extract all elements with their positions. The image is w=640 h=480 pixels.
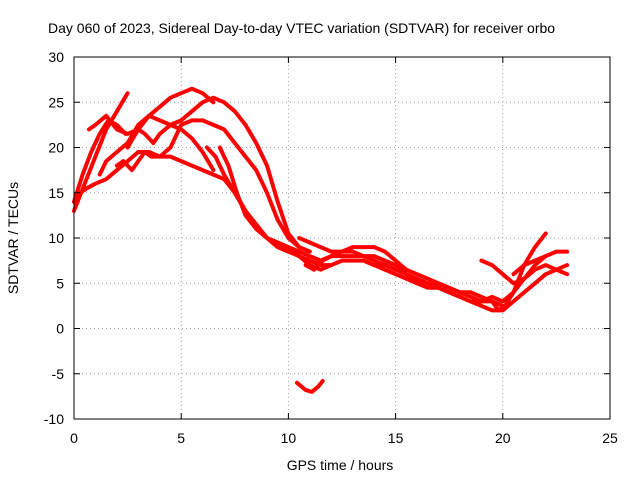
series-line-track-4 — [97, 95, 312, 254]
y-tick-label: 15 — [48, 185, 64, 201]
series-line-track-16 — [295, 379, 325, 394]
series-line-track-6 — [125, 86, 216, 150]
series-line-track-7 — [114, 150, 334, 268]
y-axis-label: SDTVAR / TECUs — [5, 182, 21, 294]
y-tick-label: -5 — [52, 366, 65, 382]
series-line-track-11 — [303, 249, 548, 304]
series-line-track-3 — [87, 113, 216, 173]
series-line-track-15 — [511, 249, 570, 277]
series-line-track-12 — [372, 263, 570, 313]
x-tick-label: 25 — [602, 430, 618, 446]
y-tick-label: -10 — [44, 411, 64, 427]
y-tick-label: 0 — [56, 321, 64, 337]
x-tick-label: 10 — [281, 430, 297, 446]
x-tick-label: 0 — [70, 430, 78, 446]
x-tick-label: 5 — [177, 430, 185, 446]
x-axis-label: GPS time / hours — [287, 457, 394, 473]
series-line-track-5 — [78, 118, 302, 250]
y-tick-label: 20 — [48, 140, 64, 156]
y-tick-label: 25 — [48, 94, 64, 110]
x-tick-label: 15 — [388, 430, 404, 446]
series-line-track-10 — [297, 236, 505, 308]
y-tick-label: 10 — [48, 230, 64, 246]
y-tick-label: 5 — [56, 275, 64, 291]
series-line-track-14 — [479, 258, 570, 286]
x-tick-label: 20 — [495, 430, 511, 446]
axis-ticks: 0 5 10 15 20 25 -10 -5 0 5 10 15 20 25 30 — [44, 49, 618, 446]
series-line-track-2 — [72, 118, 128, 204]
series-group — [72, 86, 570, 394]
chart-title: Day 060 of 2023, Sidereal Day-to-day VTE… — [48, 20, 555, 36]
y-tick-label: 30 — [48, 49, 64, 65]
series-line-track-1 — [72, 91, 130, 213]
